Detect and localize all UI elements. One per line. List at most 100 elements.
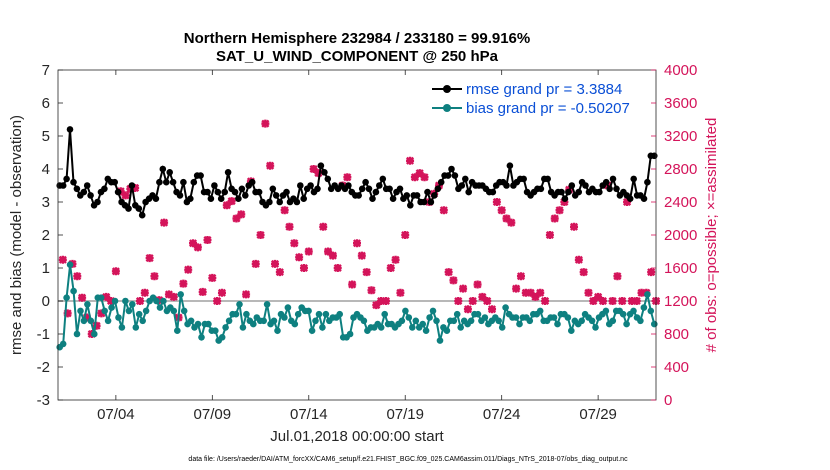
rmse-point (125, 205, 132, 212)
rmse-point (389, 195, 397, 202)
bias-point (619, 310, 627, 318)
obs-count-marker (63, 309, 72, 318)
obs-count-marker (304, 247, 313, 256)
bias-point (623, 320, 630, 328)
bias-point (474, 310, 482, 318)
obs-count-marker (208, 273, 217, 282)
bias-point (263, 301, 271, 308)
bias-point (77, 307, 84, 315)
plot-area (58, 70, 656, 400)
rmse-point (163, 178, 170, 186)
obs-count-marker (536, 288, 545, 297)
bias-point (554, 320, 561, 328)
right-y-tick-label: 800 (664, 326, 689, 343)
bias-point (187, 317, 195, 325)
obs-count-marker (319, 222, 328, 231)
rmse-point (94, 198, 101, 206)
obs-count-marker (637, 288, 646, 297)
bias-point (588, 317, 596, 325)
obs-count-marker (478, 292, 487, 301)
obs-count-marker (526, 288, 535, 297)
right-y-tick-label: 400 (664, 359, 689, 376)
rmse-point (248, 178, 256, 186)
rmse-point (80, 188, 88, 196)
obs-count-marker (463, 305, 472, 314)
obs-count-marker (92, 321, 101, 330)
obs-count-marker (623, 197, 632, 207)
bias-point (70, 287, 77, 295)
obs-count-marker (420, 173, 429, 182)
bias-point (118, 324, 126, 331)
obs-count-marker (299, 263, 309, 273)
bias-point (360, 317, 368, 325)
bias-point (205, 320, 212, 328)
rmse-point (66, 126, 74, 133)
rmse-point (379, 175, 387, 183)
rmse-point (431, 192, 438, 199)
obs-count-marker (386, 263, 395, 273)
obs-count-marker (579, 268, 588, 277)
rmse-point (176, 192, 184, 199)
obs-count-marker (343, 173, 352, 182)
rmse-point (386, 185, 393, 193)
rmse-point (211, 182, 218, 189)
obs-count-marker (574, 255, 583, 264)
obs-count-marker (555, 206, 564, 215)
obs-count-marker (541, 296, 550, 306)
bias-point (592, 324, 599, 331)
bias-point (433, 317, 440, 325)
obs-count-marker (608, 296, 617, 306)
rmse-point (59, 182, 67, 189)
left-y-tick-label: 1 (42, 260, 50, 277)
obs-count-marker (150, 272, 159, 281)
rmse-point (651, 152, 658, 160)
bias-point (550, 314, 558, 321)
rmse-point (558, 188, 565, 196)
left-y-tick-label: -3 (37, 392, 50, 409)
rmse-point (626, 195, 634, 202)
obs-count-marker (285, 222, 294, 231)
x-tick-label: 07/14 (290, 406, 328, 423)
rmse-point (506, 162, 514, 169)
bias-point (640, 304, 648, 311)
obs-count-marker (261, 119, 270, 128)
bias-point (495, 317, 503, 325)
bias-point (291, 320, 299, 328)
left-y-tick-label: 6 (42, 95, 50, 112)
obs-count-marker (444, 268, 453, 277)
bias-point (270, 317, 278, 325)
bias-point (315, 310, 323, 318)
bias-point (91, 330, 98, 338)
bias-point (498, 324, 506, 331)
rmse-point (520, 175, 527, 183)
bias-point (104, 317, 112, 325)
left-y-tick-label: -2 (37, 359, 50, 376)
legend-rmse-label: rmse grand pr = 3.3884 (466, 81, 622, 98)
rmse-point (114, 188, 122, 196)
obs-count-marker (251, 259, 260, 268)
rmse-point (365, 185, 373, 193)
bias-point (319, 324, 326, 331)
bias-point (422, 327, 430, 335)
rmse-point (159, 165, 167, 173)
obs-count-marker (275, 268, 284, 277)
bias-point (153, 297, 160, 305)
left-y-tick-label: 0 (42, 293, 50, 310)
rmse-point (300, 195, 308, 202)
bias-point (412, 317, 420, 325)
bias-point (512, 314, 520, 321)
rmse-point (355, 192, 363, 199)
right-y-tick-label: 2800 (664, 161, 697, 178)
rmse-point (283, 188, 290, 196)
rmse-point (644, 178, 651, 186)
bias-point (212, 327, 219, 335)
bias-point (174, 327, 181, 335)
rmse-point (451, 172, 459, 179)
rmse-point (565, 188, 572, 196)
obs-count-marker (381, 296, 390, 306)
rmse-point (444, 172, 452, 179)
obs-count-marker (58, 255, 67, 264)
rmse-point (376, 182, 383, 189)
right-y-tick-label: 3600 (664, 95, 697, 112)
x-tick-label: 07/04 (97, 406, 135, 423)
